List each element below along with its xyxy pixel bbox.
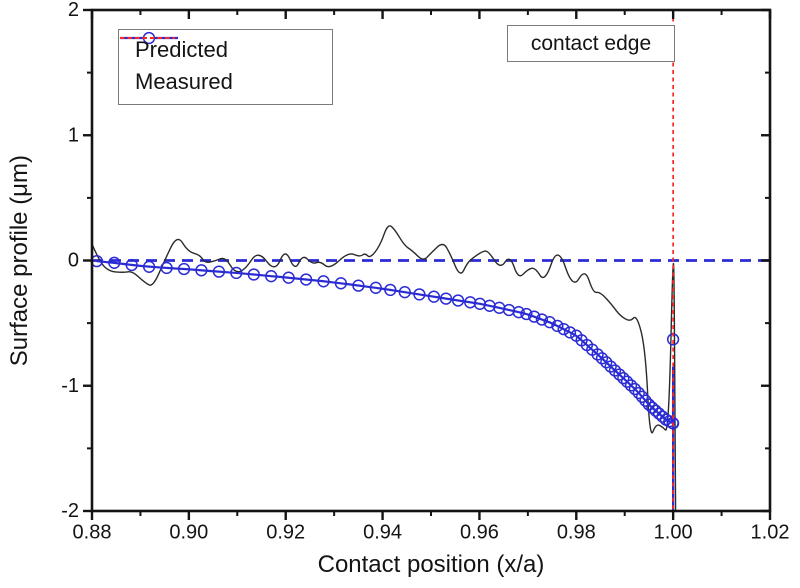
legend: Predicted Measured [118, 29, 333, 105]
measured-swatch [120, 37, 175, 39]
legend-label-predicted: Predicted [135, 37, 228, 62]
x-axis-title: Contact position (x/a) [317, 551, 545, 578]
contact-edge-label-box: contact edge [507, 25, 675, 62]
svg-text:-2: -2 [61, 500, 79, 522]
legend-label-measured: Measured [135, 69, 233, 94]
svg-text:0: 0 [68, 250, 79, 272]
y-axis-title-wrap: Surface profile (μm) [2, 10, 38, 511]
legend-item-measured: Measured [120, 37, 332, 94]
svg-text:0.92: 0.92 [266, 522, 305, 544]
svg-text:0.90: 0.90 [169, 522, 208, 544]
svg-text:0.98: 0.98 [557, 522, 596, 544]
predicted-series [90, 254, 680, 511]
svg-text:0.96: 0.96 [460, 522, 499, 544]
axis-tick-labels: 0.88 0.90 0.92 0.94 0.96 0.98 1.00 1.02 2 1 0 -1 -2 [61, 0, 789, 544]
axis-ticks [83, 8, 772, 520]
svg-text:1: 1 [68, 124, 79, 146]
svg-text:1.00: 1.00 [654, 522, 693, 544]
svg-text:2: 2 [68, 0, 79, 21]
svg-text:-1: -1 [61, 375, 79, 397]
svg-text:0.88: 0.88 [73, 522, 112, 544]
contact-edge-label: contact edge [530, 31, 652, 55]
measured-profile-curve [91, 225, 677, 512]
svg-text:1.02: 1.02 [751, 522, 790, 544]
y-axis-title: Surface profile (μm) [6, 154, 33, 367]
svg-text:0.94: 0.94 [363, 522, 402, 544]
